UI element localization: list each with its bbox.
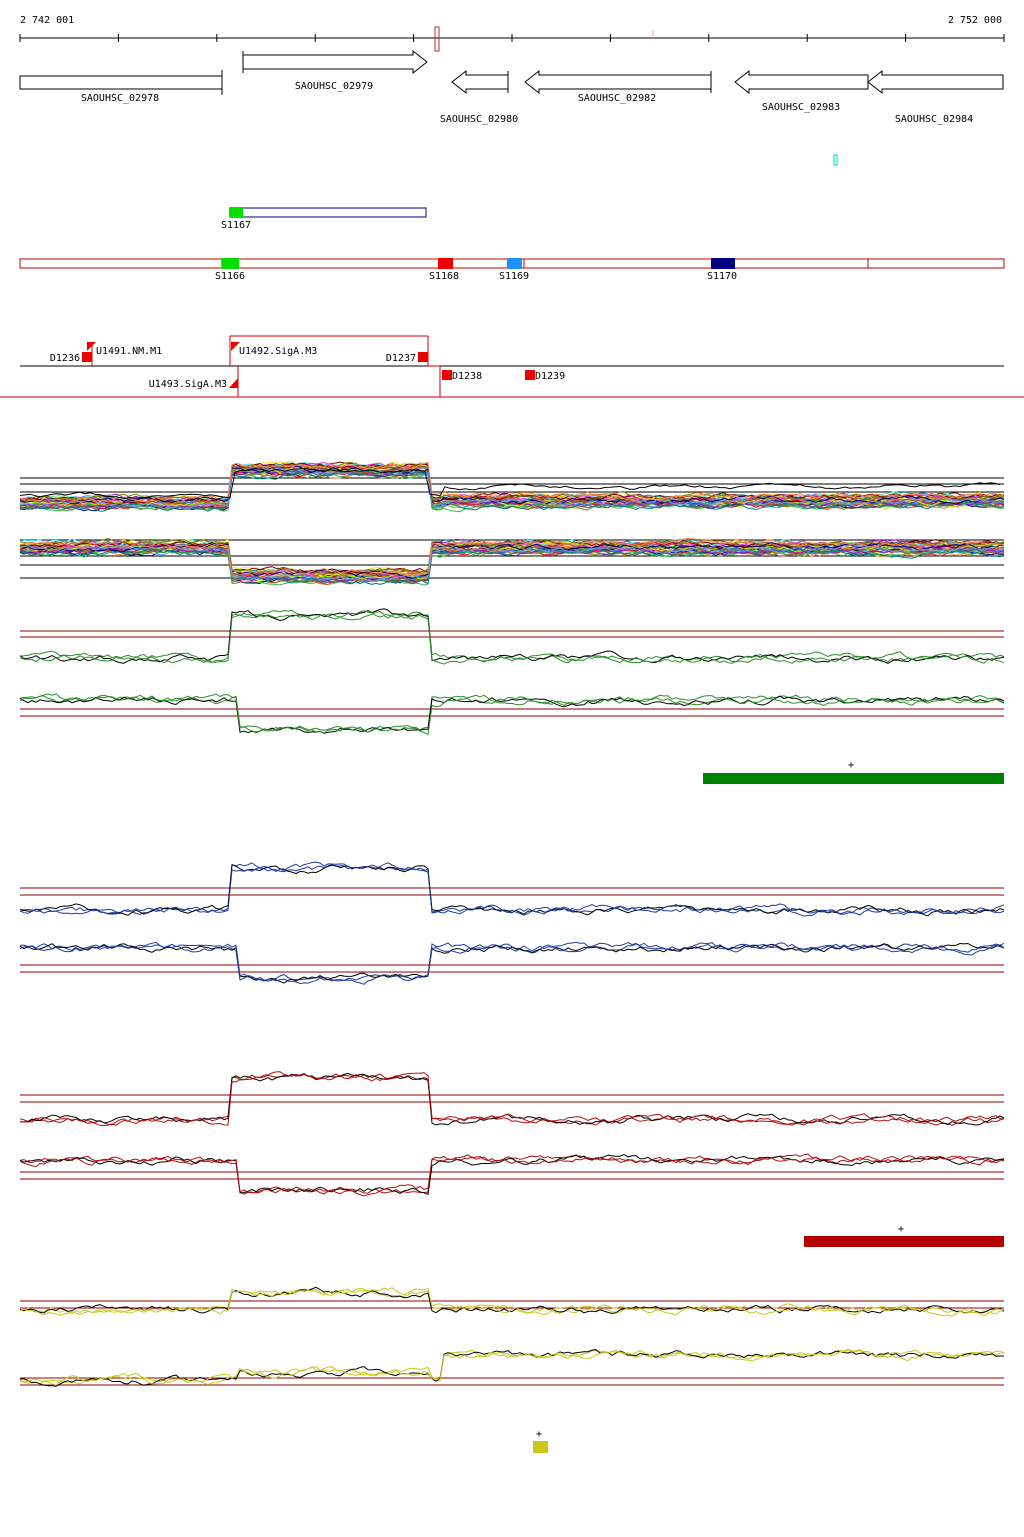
feature-marker[interactable] [442, 370, 452, 380]
region-marker: + [898, 1224, 904, 1235]
start-coordinate: 2 742 001 [20, 15, 74, 26]
region-bar[interactable] [804, 1236, 1004, 1247]
segment-label[interactable]: S1170 [707, 271, 737, 282]
feature-marker[interactable] [525, 370, 535, 380]
cyan-marker[interactable] [833, 154, 838, 166]
gene-arrow[interactable] [242, 49, 428, 75]
feature-label[interactable]: U1491.NM.M1 [96, 346, 162, 357]
feature-flag[interactable] [87, 342, 96, 351]
segment-track: S1167 S1166 S1168 S1169 S1170 [19, 207, 1005, 282]
highlight-regions: + + + [533, 760, 1004, 1453]
condition-track [19, 1286, 1005, 1387]
end-coordinate: 2 752 000 [948, 15, 1002, 26]
coordinate-ruler: 2 742 001 2 752 000 [19, 15, 1005, 52]
segment-marker[interactable] [222, 258, 239, 269]
gene-label[interactable]: SAOUHSC_02980 [440, 114, 518, 125]
gene-arrow[interactable] [524, 69, 712, 95]
region-bar[interactable] [703, 773, 1004, 784]
feature-label[interactable]: D1237 [386, 353, 416, 364]
segment-label[interactable]: S1169 [499, 271, 529, 282]
gene-arrow[interactable] [867, 69, 1004, 95]
feature-label[interactable]: D1239 [535, 371, 565, 382]
feature-marker[interactable] [418, 352, 428, 362]
gene-label[interactable]: SAOUHSC_02979 [295, 81, 373, 92]
region-marker: + [536, 1429, 542, 1440]
condition-track [19, 608, 1005, 736]
gene-label[interactable]: SAOUHSC_02978 [81, 93, 159, 104]
expression-tracks [19, 460, 1005, 1387]
gene-track: SAOUHSC_02978 SAOUHSC_02979 SAOUHSC_0298… [19, 49, 1004, 125]
segment-marker[interactable] [507, 258, 522, 269]
feature-label[interactable]: U1492.SigA.M3 [239, 346, 317, 357]
gene-label[interactable]: SAOUHSC_02982 [578, 93, 656, 104]
gene-label[interactable]: SAOUHSC_02983 [762, 102, 840, 113]
feature-flag[interactable] [229, 378, 238, 388]
segment-marker[interactable] [438, 258, 453, 269]
gene-arrow[interactable] [734, 69, 869, 95]
region-bar[interactable] [533, 1441, 548, 1453]
condition-track [19, 1071, 1005, 1197]
segment-start-marker[interactable] [230, 208, 243, 217]
segment-label[interactable]: S1166 [215, 271, 245, 282]
feature-marker[interactable] [82, 352, 92, 362]
feature-label[interactable]: D1238 [452, 371, 482, 382]
gene-arrow[interactable] [451, 69, 509, 95]
feature-track: D1236 U1491.NM.M1 U1492.SigA.M3 D1237 U1… [0, 335, 1024, 398]
condition-track [19, 861, 1005, 985]
gene-label[interactable]: SAOUHSC_02984 [895, 114, 973, 125]
multi-condition-track [19, 460, 1005, 586]
segment-label[interactable]: S1168 [429, 271, 459, 282]
feature-label[interactable]: D1236 [50, 353, 80, 364]
region-marker: + [848, 760, 854, 771]
segment-label[interactable]: S1167 [221, 220, 251, 231]
segment-marker[interactable] [711, 258, 735, 269]
segment-plus[interactable] [229, 207, 427, 218]
position-marker[interactable] [434, 26, 440, 52]
feature-flag[interactable] [231, 342, 240, 351]
gene-arrow[interactable] [19, 75, 223, 90]
feature-label[interactable]: U1493.SigA.M3 [149, 379, 227, 390]
